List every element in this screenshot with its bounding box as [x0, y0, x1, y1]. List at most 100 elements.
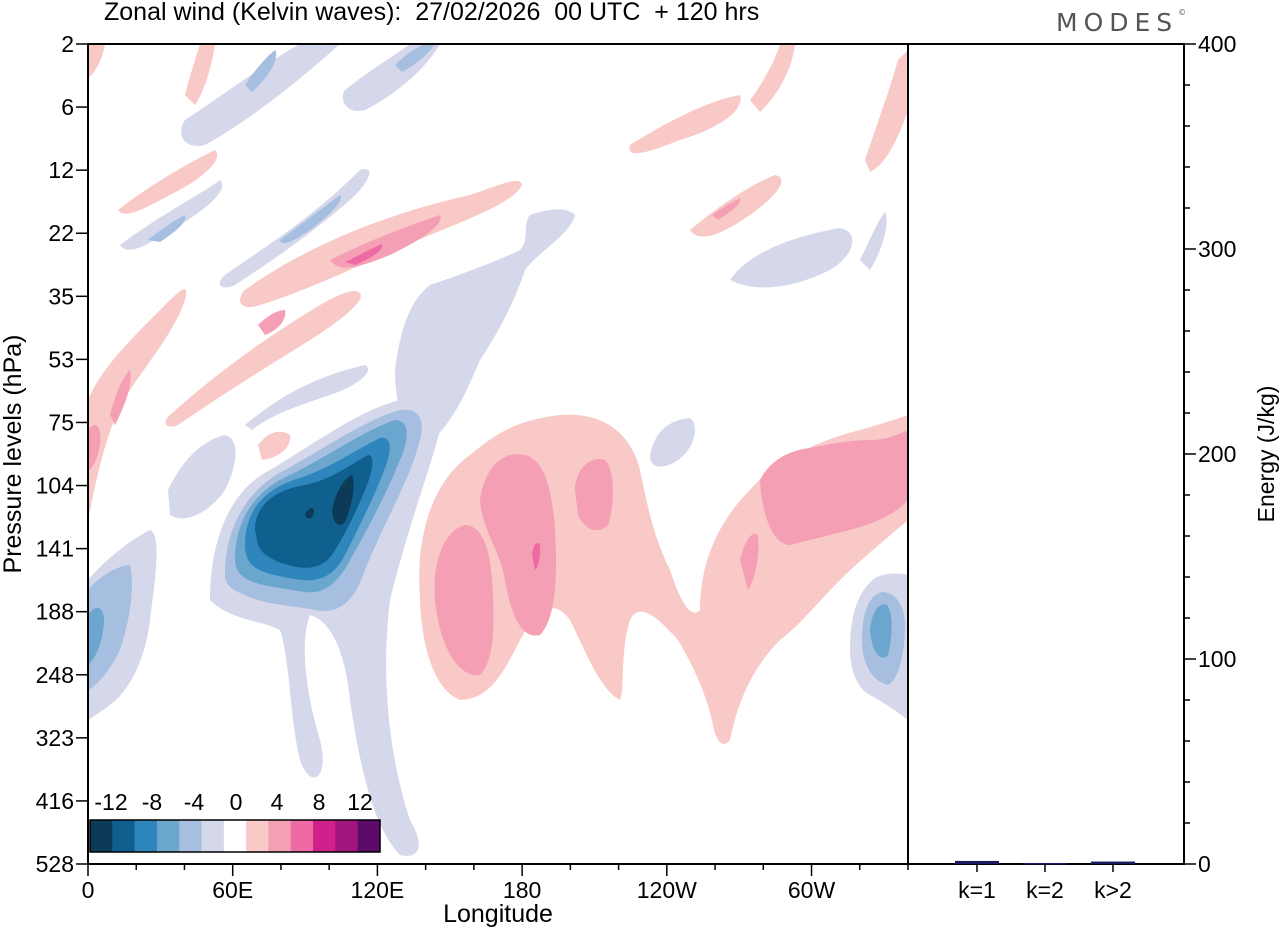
neg-band — [280, 195, 341, 244]
neg-band — [870, 604, 892, 658]
neg-band — [88, 607, 104, 665]
x-tick-label: 120W — [637, 877, 697, 903]
y-tick-label: 104 — [36, 473, 75, 499]
x-tick-label: 60W — [788, 877, 836, 903]
colorbar-label: -8 — [142, 789, 162, 815]
energy-bar — [955, 860, 999, 864]
neg-band — [88, 565, 132, 690]
neg-band — [245, 50, 277, 92]
y-tick-label: 35 — [48, 283, 74, 309]
energy-bar — [1091, 861, 1135, 864]
energy-axis-label: Energy (J/kg) — [1253, 386, 1279, 523]
x-tick-label: 180 — [503, 877, 541, 903]
y-tick-label: 188 — [36, 599, 74, 625]
neg-band — [181, 44, 340, 146]
neg-band — [168, 435, 236, 519]
pos-band — [532, 543, 541, 570]
energy-category-label: k=2 — [1026, 877, 1064, 903]
colorbar-label: 8 — [313, 789, 326, 815]
pos-band — [865, 50, 908, 172]
colorbar-swatch — [313, 820, 336, 852]
x-tick-label: 0 — [82, 877, 95, 903]
energy-tick-label: 200 — [1198, 441, 1236, 467]
pos-band — [88, 425, 101, 470]
energy-tick-label: 400 — [1198, 31, 1236, 57]
pos-band — [110, 370, 131, 425]
brand-mark: © — [1178, 8, 1187, 17]
pos-band — [330, 215, 441, 268]
y-tick-label: 528 — [36, 851, 74, 877]
y-tick-label: 323 — [36, 725, 74, 751]
y-tick-label: 53 — [48, 346, 74, 372]
x-axis: 0 60E 120E 180 120W 60W — [82, 864, 909, 903]
neg-band — [148, 215, 186, 242]
neg-band — [219, 169, 370, 288]
colorbar-label: 0 — [230, 789, 243, 815]
pos-band — [165, 290, 361, 427]
energy-bar — [1023, 862, 1067, 865]
neg-band — [305, 507, 314, 519]
neg-band — [860, 212, 887, 270]
colorbar-swatch — [179, 820, 203, 852]
neg-band — [332, 475, 354, 525]
wind-field — [88, 44, 908, 856]
y-axis: 2 6 12 22 35 53 75 104 141 188 248 323 416 528 — [36, 31, 88, 877]
neg-band — [730, 228, 853, 288]
pos-band — [88, 289, 187, 520]
pos-band — [712, 198, 741, 220]
colorbar-label: -12 — [94, 789, 127, 815]
colorbar-swatch — [290, 820, 314, 852]
energy-tick-label: 300 — [1198, 236, 1236, 262]
neg-band — [650, 418, 695, 467]
colorbar-label: 4 — [271, 789, 284, 815]
y-tick-label: 248 — [36, 662, 74, 688]
colorbar-labels: -12 -8 -4 0 4 8 12 — [94, 789, 372, 815]
pos-band — [740, 533, 759, 590]
colorbar — [89, 819, 381, 853]
pos-band — [629, 95, 741, 154]
y-tick-label: 141 — [36, 536, 74, 562]
x-tick-label: 120E — [351, 877, 405, 903]
energy-tick-label: 0 — [1198, 851, 1211, 877]
energy-frame — [907, 43, 1185, 865]
colorbar-swatch — [335, 820, 359, 852]
pos-band — [760, 430, 908, 545]
colorbar-swatch — [246, 820, 269, 852]
x-tick-label: 60E — [212, 877, 253, 903]
colorbar-swatch — [268, 820, 292, 852]
y-tick-label: 75 — [48, 409, 74, 435]
neg-band — [395, 44, 435, 72]
colorbar-swatch — [134, 820, 158, 852]
pos-band — [118, 150, 218, 214]
colorbar-label: 12 — [347, 789, 373, 815]
y-tick-label: 6 — [61, 94, 74, 120]
energy-axis: 0 100 200 300 400 — [1184, 31, 1236, 877]
y-axis-label: Pressure levels (hPa) — [0, 335, 27, 574]
x-axis-label: Longitude — [443, 900, 553, 928]
brand-name: MODES — [1056, 8, 1179, 37]
y-tick-label: 416 — [36, 788, 74, 814]
y-tick-label: 12 — [48, 157, 74, 183]
pos-band — [258, 310, 286, 335]
colorbar-frame — [89, 819, 381, 853]
pos-band — [480, 454, 557, 636]
colorbar-swatch — [223, 820, 247, 852]
energy-tick-label: 100 — [1198, 646, 1236, 672]
colorbar-label: -4 — [184, 789, 205, 815]
pos-band — [750, 44, 795, 112]
colorbar-swatch — [357, 820, 381, 852]
colorbar-swatch — [112, 820, 136, 852]
pos-band — [575, 459, 613, 531]
colorbar-swatch — [201, 820, 225, 852]
brand-logo: MODES© — [1056, 8, 1186, 37]
y-tick-label: 2 — [61, 31, 74, 57]
chart-title: Zonal wind (Kelvin waves): 27/02/2026 00… — [104, 0, 760, 26]
pos-band — [185, 44, 215, 105]
y-tick-label: 22 — [48, 220, 74, 246]
neg-band — [245, 365, 369, 430]
colorbar-swatch — [156, 820, 180, 852]
pos-band — [345, 244, 383, 265]
energy-bars: k=1 k=2 k>2 — [955, 860, 1135, 903]
neg-band — [120, 180, 223, 250]
